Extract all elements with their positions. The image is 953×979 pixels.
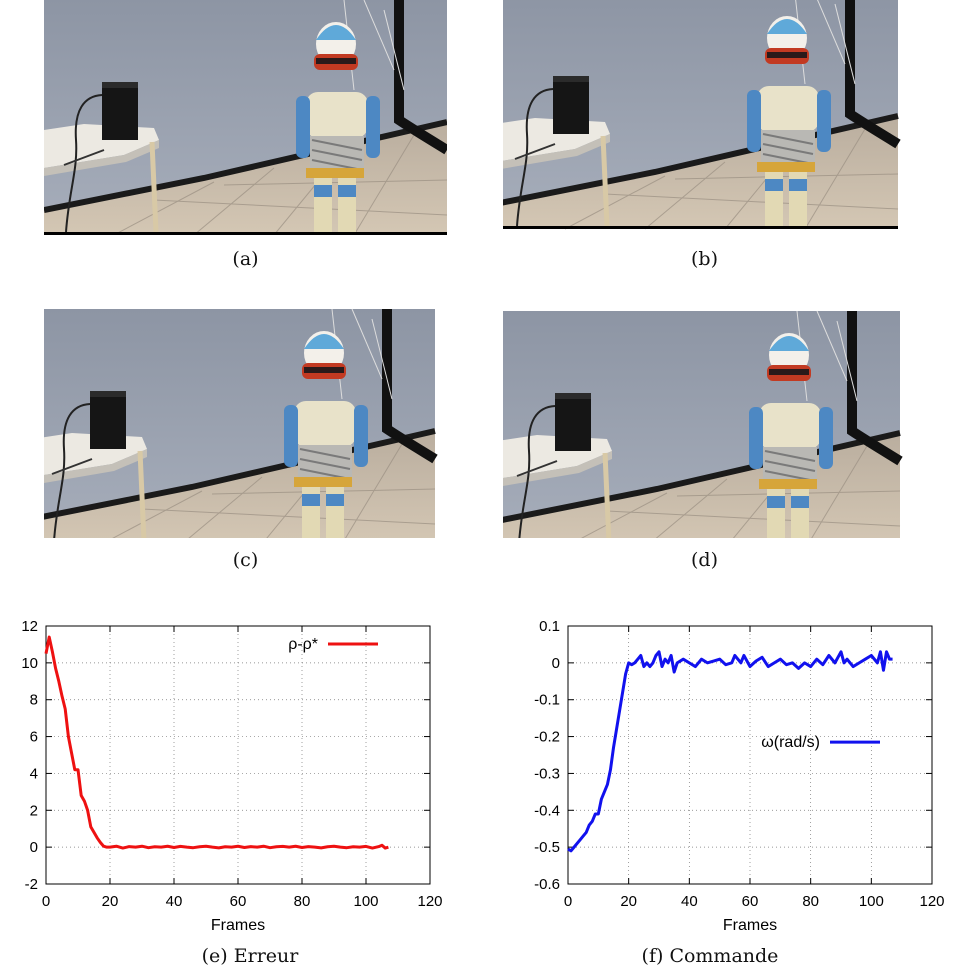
- photo-panel-b: [503, 0, 906, 235]
- caption-d: (d): [691, 549, 718, 571]
- series-line: [567, 650, 893, 853]
- x-tick-label: 40: [166, 893, 183, 910]
- x-tick-label: 60: [742, 893, 759, 910]
- x-tick-label: 80: [294, 893, 311, 910]
- legend-label: ω(rad/s): [761, 734, 820, 751]
- plot-frame: [567, 625, 933, 885]
- y-tick-label: 4: [30, 765, 38, 782]
- plot-frame: [45, 625, 431, 885]
- y-tick-label: 10: [21, 655, 38, 672]
- x-tick-label: 0: [564, 893, 572, 910]
- x-tick-label: 40: [681, 893, 698, 910]
- photo-panel-d: [503, 303, 906, 538]
- y-tick-label: -2: [25, 876, 38, 893]
- x-tick-label: 120: [417, 893, 442, 910]
- x-tick-label: 20: [620, 893, 637, 910]
- x-axis-title: Frames: [211, 917, 265, 933]
- caption-b: (b): [691, 248, 718, 270]
- chart-commande: 0 20 40 60 80 100 120 -0.6 -0.5 -0.4 -0.3 -0.2 -0.1 0…: [534, 618, 944, 933]
- y-tick-label: -0.3: [534, 765, 560, 782]
- photo-panel-c: [44, 303, 447, 538]
- x-tick-label: 100: [859, 893, 884, 910]
- series-line: [44, 635, 389, 850]
- caption-e: (e) Erreur: [201, 945, 299, 967]
- y-tick-label: 0: [30, 839, 38, 856]
- caption-f: (f) Commande: [641, 945, 779, 967]
- y-tick-label: 6: [30, 729, 38, 746]
- y-tick-label: -0.2: [534, 729, 560, 746]
- x-tick-label: 0: [42, 893, 50, 910]
- x-tick-label: 60: [230, 893, 247, 910]
- x-tick-label: 100: [353, 893, 378, 910]
- y-tick-label: 12: [21, 618, 38, 635]
- y-tick-label: 8: [30, 692, 38, 709]
- y-tick-label: -0.4: [534, 802, 560, 819]
- caption-c: (c): [232, 549, 259, 571]
- legend-label: ρ-ρ*: [288, 636, 318, 653]
- y-tick-label: -0.5: [534, 839, 560, 856]
- x-tick-label: 80: [802, 893, 819, 910]
- photo-panel-a: [44, 0, 447, 235]
- y-tick-label: 2: [30, 802, 38, 819]
- y-tick-label: -0.1: [534, 692, 560, 709]
- y-tick-label: 0.1: [539, 618, 560, 635]
- y-tick-label: -0.6: [534, 876, 560, 893]
- x-tick-label: 20: [102, 893, 119, 910]
- x-axis-title: Frames: [723, 917, 777, 933]
- x-tick-label: 120: [919, 893, 944, 910]
- y-tick-label: 0: [552, 655, 560, 672]
- caption-a: (a): [232, 248, 259, 270]
